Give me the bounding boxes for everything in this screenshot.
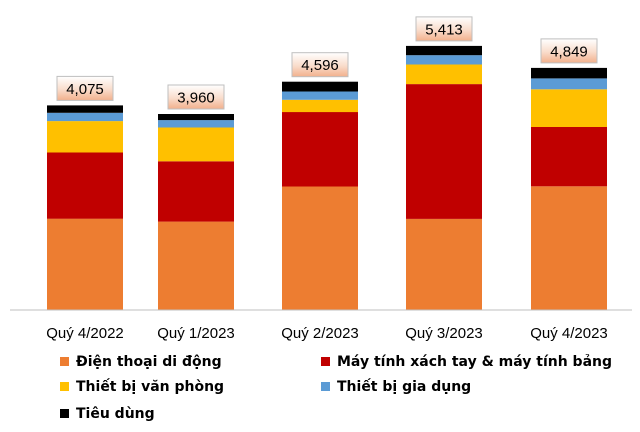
legend-swatch-thiet-bi-van-phong xyxy=(60,382,69,391)
x-tick-label-1: Quý 4/2022 xyxy=(46,325,124,342)
bar-segment-thiet-bi-gia-dung-2 xyxy=(158,120,234,128)
bars-layer xyxy=(47,45,607,310)
x-tick-label-3: Quý 2/2023 xyxy=(281,325,359,342)
bar-segment-may-tinh-xach-tay-may-tinh-bang-3 xyxy=(282,112,358,187)
bar-segment-dien-thoai-di-dong-1 xyxy=(47,218,123,310)
legend-label-tieu-dung: Tiêu dùng xyxy=(76,406,155,422)
bar-segment-may-tinh-xach-tay-may-tinh-bang-2 xyxy=(158,161,234,222)
total-label-box-3 xyxy=(291,52,349,78)
total-label-box-5 xyxy=(540,38,598,64)
legend-label-dien-thoai-di-dong: Điện thoại di động xyxy=(76,354,222,370)
total-label-box-1 xyxy=(56,75,114,101)
bar-segment-dien-thoai-di-dong-2 xyxy=(158,221,234,310)
bar-segment-thiet-bi-van-phong-5 xyxy=(531,89,607,127)
x-tick-label-4: Quý 3/2023 xyxy=(405,325,483,342)
bar-segment-thiet-bi-van-phong-4 xyxy=(406,64,482,85)
labels-layer: 4,075 Quý 4/2022 3,960 Quý 1/2023 4,596 Quý 2… xyxy=(46,16,608,342)
bar-segment-tieu-dung-1 xyxy=(47,105,123,113)
legend-label-thiet-bi-van-phong: Thiết bị văn phòng xyxy=(76,378,224,395)
bar-segment-thiet-bi-van-phong-1 xyxy=(47,121,123,153)
bar-segment-tieu-dung-2 xyxy=(158,114,234,121)
x-tick-label-5: Quý 4/2023 xyxy=(530,325,608,342)
bar-segment-dien-thoai-di-dong-5 xyxy=(531,186,607,310)
bar-segment-may-tinh-xach-tay-may-tinh-bang-4 xyxy=(406,84,482,219)
legend-swatch-tieu-dung xyxy=(60,409,69,418)
bar-segment-dien-thoai-di-dong-3 xyxy=(282,186,358,310)
bar-segment-thiet-bi-van-phong-3 xyxy=(282,99,358,113)
total-label-1: 4,075 xyxy=(66,81,104,98)
bar-segment-thiet-bi-gia-dung-3 xyxy=(282,91,358,100)
total-label-5: 4,849 xyxy=(550,43,588,60)
x-tick-label-2: Quý 1/2023 xyxy=(157,325,235,342)
total-label-2: 3,960 xyxy=(177,90,215,107)
legend-swatch-thiet-bi-gia-dung xyxy=(321,382,330,391)
bar-segment-thiet-bi-van-phong-2 xyxy=(158,127,234,162)
bar-segment-may-tinh-xach-tay-may-tinh-bang-5 xyxy=(531,127,607,187)
bar-segment-thiet-bi-gia-dung-5 xyxy=(531,78,607,90)
legend-label-may-tinh-xach-tay-may-tinh-bang: Máy tính xách tay & máy tính bảng xyxy=(337,354,612,370)
bar-segment-may-tinh-xach-tay-may-tinh-bang-1 xyxy=(47,152,123,219)
bar-segment-dien-thoai-di-dong-4 xyxy=(406,218,482,310)
bar-segment-tieu-dung-5 xyxy=(531,67,607,79)
bar-segment-thiet-bi-gia-dung-1 xyxy=(47,112,123,122)
legend-swatch-dien-thoai-di-dong xyxy=(60,357,69,366)
total-label-3: 4,596 xyxy=(301,57,339,74)
total-label-box-2 xyxy=(167,84,225,110)
total-label-box-4 xyxy=(415,16,473,42)
legend: Điện thoại di động Máy tính xách tay & má… xyxy=(60,354,612,422)
bar-segment-tieu-dung-4 xyxy=(406,45,482,56)
bar-segment-tieu-dung-3 xyxy=(282,81,358,92)
legend-swatch-may-tinh-xach-tay-may-tinh-bang xyxy=(321,357,330,366)
bar-segment-thiet-bi-gia-dung-4 xyxy=(406,55,482,65)
total-label-4: 5,413 xyxy=(425,21,463,38)
legend-label-thiet-bi-gia-dung: Thiết bị gia dụng xyxy=(337,378,471,395)
